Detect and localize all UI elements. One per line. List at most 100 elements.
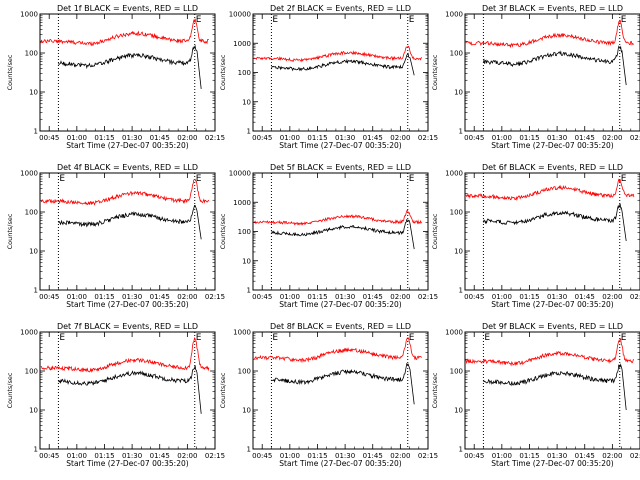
event-marker-label: E [59,333,65,343]
x-tick-label: 01:00 [280,134,300,142]
event-marker-label: E [272,333,278,343]
event-marker-label: E [621,174,627,184]
y-tick-label: 10 [242,257,251,265]
x-tick-label: 02:15 [418,293,438,301]
y-tick-label: 100 [25,209,38,217]
x-tick-label: 01:30 [335,293,355,301]
x-tick-label: 01:00 [67,134,87,142]
panel-title: Det 7f BLACK = Events, RED = LLD [57,322,198,331]
x-tick-label: 02:00 [602,293,622,301]
y-tick-label: 100 [450,209,463,217]
y-axis-label: Counts/sec [219,54,227,90]
y-tick-label: 100 [25,368,38,376]
x-axis-label: Start Time (27-Dec-07 00:35:20) [279,300,401,309]
x-tick-label: 02:15 [205,134,225,142]
x-tick-label: 02:00 [177,452,197,460]
x-tick-label: 01:45 [575,134,595,142]
x-tick-label: 02:15 [630,134,640,142]
plot-frame [464,172,640,291]
y-tick-label: 1000 [20,170,38,178]
series-events-line [483,363,627,411]
y-tick-label: 10 [454,248,463,256]
x-axis-label: Start Time (27-Dec-07 00:35:20) [279,141,401,150]
series-lld-line [465,338,634,367]
event-marker-label: E [409,15,415,25]
y-axis-label: Counts/sec [6,213,14,249]
event-marker-label: E [272,15,278,25]
y-tick-label: 1 [34,287,38,295]
panel-title: Det 3f BLACK = Events, RED = LLD [482,4,623,13]
x-tick-label: 02:00 [177,134,197,142]
y-tick-label: 100 [238,69,251,77]
event-marker-label: E [196,15,202,25]
x-tick-label: 01:30 [547,452,567,460]
x-tick-label: 00:45 [252,134,272,142]
y-tick-label: 10000 [229,170,251,178]
y-tick-label: 1000 [445,11,463,19]
x-tick-label: 01:45 [363,134,383,142]
x-tick-label: 01:15 [94,452,114,460]
x-axis-label: Start Time (27-Dec-07 00:35:20) [491,300,613,309]
y-tick-label: 1000 [233,199,251,207]
y-axis-label: Counts/sec [431,54,439,90]
x-tick-label: 01:45 [363,452,383,460]
x-axis-label: Start Time (27-Dec-07 00:35:20) [66,459,188,468]
series-events-line [271,52,415,76]
event-marker-label: E [59,174,65,184]
x-tick-label: 01:45 [150,134,170,142]
detector-panel-3: Det 3f BLACK = Events, RED = LLD 1 10 100 10… [431,4,640,150]
series-lld-line [40,336,210,373]
y-tick-label: 1 [459,287,463,295]
y-tick-label: 10 [29,407,38,415]
x-tick-label: 01:30 [547,134,567,142]
detector-panel-4: Det 4f BLACK = Events, RED = LLD 1 10 100 10… [6,163,225,309]
x-tick-label: 01:00 [492,452,512,460]
detector-panel-1: Det 1f BLACK = Events, RED = LLD 1 10 100 10… [6,4,225,150]
detector-panel-9: Det 9f BLACK = Events, RED = LLD 1 10 100 10… [431,322,640,468]
x-tick-label: 01:30 [122,134,142,142]
x-tick-label: 01:00 [492,293,512,301]
y-tick-label: 1000 [233,40,251,48]
y-axis-label: Counts/sec [6,54,14,90]
x-tick-label: 01:15 [519,452,539,460]
x-tick-label: 01:15 [94,134,114,142]
y-tick-label: 1000 [233,329,251,337]
x-tick-label: 01:00 [67,452,87,460]
y-tick-label: 1000 [20,329,38,337]
x-tick-label: 01:30 [122,293,142,301]
series-lld-line [465,19,634,49]
y-tick-label: 100 [25,50,38,58]
x-tick-label: 01:45 [150,293,170,301]
x-tick-label: 01:30 [335,452,355,460]
series-events-line [58,365,202,414]
x-tick-label: 01:15 [307,293,327,301]
plot-frame [464,13,640,132]
x-tick-label: 01:45 [575,452,595,460]
series-lld-line [40,178,210,206]
series-events-line [58,204,202,240]
x-tick-label: 01:15 [519,134,539,142]
series-lld-line [40,18,210,47]
series-events-line [271,219,415,250]
y-axis-label: Counts/sec [219,213,227,249]
event-marker-label: E [196,174,202,184]
y-tick-label: 1 [247,128,251,136]
x-tick-label: 00:45 [39,293,59,301]
series-events-line [58,44,202,89]
y-tick-label: 1 [34,446,38,454]
series-lld-line [465,178,635,201]
x-tick-label: 00:45 [464,452,484,460]
panel-title: Det 9f BLACK = Events, RED = LLD [482,322,623,331]
y-tick-label: 1 [34,128,38,136]
y-tick-label: 10 [242,407,251,415]
x-tick-label: 01:15 [94,293,114,301]
plot-frame [252,172,429,291]
y-tick-label: 1000 [445,170,463,178]
y-tick-label: 10 [29,89,38,97]
detector-panel-2: Det 2f BLACK = Events, RED = LLD 1 10 100 10… [219,4,438,150]
y-tick-label: 1 [459,446,463,454]
plot-frame [252,331,429,450]
y-tick-label: 100 [450,368,463,376]
x-axis-label: Start Time (27-Dec-07 00:35:20) [491,459,613,468]
panel-title: Det 1f BLACK = Events, RED = LLD [57,4,198,13]
